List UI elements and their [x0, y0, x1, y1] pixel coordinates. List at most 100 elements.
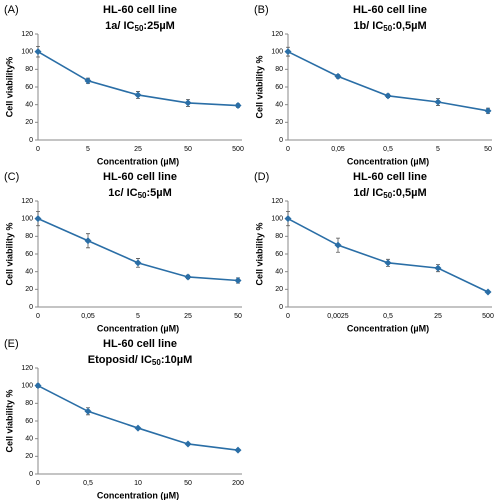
y-tick-label: 100 — [21, 216, 33, 223]
x-tick-label: 50 — [234, 313, 242, 320]
data-point — [184, 440, 192, 448]
panel-label: (A) — [4, 4, 19, 16]
chart-panel: (D) HL-60 cell line 1d/ IC50:0,5µM 0 20 40 60 8… — [254, 171, 494, 333]
panel-label: (D) — [254, 171, 269, 183]
x-tick-label: 500 — [482, 313, 494, 320]
x-tick-label: 0 — [36, 480, 40, 487]
x-tick-label: 5 — [136, 313, 140, 320]
subtitle-prefix: Etoposid/ IC — [88, 354, 152, 366]
y-tick-label: 80 — [275, 233, 283, 240]
subtitle-subscript: 50 — [383, 24, 392, 33]
x-tick-label: 0 — [36, 146, 40, 153]
subtitle-suffix: :25µM — [143, 20, 174, 32]
x-tick-label: 0,05 — [331, 146, 345, 153]
y-tick-label: 0 — [29, 304, 33, 311]
y-tick-label: 0 — [29, 137, 33, 144]
data-point — [134, 91, 142, 99]
chart-title: HL-60 cell line — [103, 338, 177, 350]
x-tick-label: 0,5 — [83, 480, 93, 487]
chart-subtitle: Etoposid/ IC50:10µM — [88, 354, 192, 367]
x-tick-label: 10 — [134, 480, 142, 487]
y-axis-label: Cell viability % — [254, 222, 264, 285]
x-tick-label: 500 — [232, 146, 244, 153]
y-tick-label: 40 — [275, 269, 283, 276]
chart-subtitle: 1a/ IC50:25µM — [105, 20, 175, 33]
data-line — [287, 217, 489, 293]
subtitle-subscript: 50 — [152, 358, 161, 367]
y-axis-label: Cell viability % — [4, 222, 14, 285]
y-tick-label: 60 — [275, 84, 283, 91]
y-tick-label: 80 — [25, 400, 33, 407]
data-line — [37, 384, 239, 451]
y-tick-label: 60 — [25, 251, 33, 258]
y-tick-label: 80 — [25, 66, 33, 73]
data-point — [134, 424, 142, 432]
subtitle-suffix: :10µM — [161, 354, 192, 366]
chart-subtitle: 1c/ IC50:5µM — [108, 187, 172, 200]
y-tick-label: 0 — [279, 304, 283, 311]
x-tick-label: 0 — [286, 146, 290, 153]
panel-label: (B) — [254, 4, 269, 16]
data-point — [134, 259, 142, 267]
x-tick-label: 5 — [436, 146, 440, 153]
subtitle-subscript: 50 — [138, 191, 147, 200]
x-tick-label: 0,0025 — [327, 313, 349, 320]
data-point — [234, 277, 242, 284]
y-tick-label: 120 — [21, 31, 33, 38]
y-tick-label: 60 — [25, 84, 33, 91]
data-point — [184, 273, 192, 281]
data-point — [434, 264, 442, 272]
y-axis-label: Cell viability% — [4, 57, 14, 118]
y-tick-label: 40 — [275, 102, 283, 109]
data-point — [334, 241, 342, 249]
subtitle-prefix: 1a/ IC — [105, 20, 134, 32]
y-tick-label: 0 — [279, 137, 283, 144]
y-tick-label: 120 — [21, 365, 33, 372]
x-tick-label: 25 — [434, 313, 442, 320]
data-point — [84, 407, 92, 415]
y-tick-label: 120 — [271, 31, 283, 38]
x-tick-label: 200 — [232, 480, 244, 487]
y-tick-label: 40 — [25, 269, 33, 276]
data-point — [284, 48, 292, 56]
panel-label: (E) — [4, 338, 19, 350]
x-tick-label: 5 — [86, 146, 90, 153]
data-point — [284, 215, 292, 223]
x-tick-label: 50 — [184, 480, 192, 487]
data-point — [84, 77, 92, 85]
data-point — [484, 107, 492, 115]
data-line — [287, 50, 489, 112]
y-tick-label: 100 — [271, 216, 283, 223]
subtitle-prefix: 1d/ IC — [353, 187, 383, 199]
y-tick-label: 100 — [21, 383, 33, 390]
y-tick-label: 60 — [25, 418, 33, 425]
data-point — [334, 72, 342, 80]
x-tick-label: 25 — [184, 313, 192, 320]
y-tick-label: 20 — [25, 286, 33, 293]
subtitle-prefix: 1b/ IC — [353, 20, 383, 32]
x-tick-label: 0,5 — [383, 313, 393, 320]
x-tick-label: 50 — [484, 146, 492, 153]
y-tick-label: 20 — [275, 119, 283, 126]
panel-label: (C) — [4, 171, 19, 183]
chart-title: HL-60 cell line — [103, 171, 177, 183]
x-axis-label: Concentration (µM) — [97, 156, 179, 166]
y-tick-label: 120 — [21, 198, 33, 205]
y-tick-label: 100 — [271, 49, 283, 56]
y-tick-label: 100 — [21, 49, 33, 56]
y-tick-label: 40 — [25, 102, 33, 109]
x-axis-label: Concentration (µM) — [97, 323, 179, 333]
chart-panel: (C) HL-60 cell line 1c/ IC50:5µM 0 20 40 60 80 1… — [4, 171, 242, 333]
data-point — [84, 237, 92, 245]
subtitle-subscript: 50 — [135, 24, 144, 33]
y-tick-label: 0 — [29, 471, 33, 478]
data-point — [434, 98, 442, 106]
x-tick-label: 0,5 — [383, 146, 393, 153]
y-tick-label: 80 — [25, 233, 33, 240]
x-tick-label: 50 — [184, 146, 192, 153]
subtitle-prefix: 1c/ IC — [108, 187, 137, 199]
